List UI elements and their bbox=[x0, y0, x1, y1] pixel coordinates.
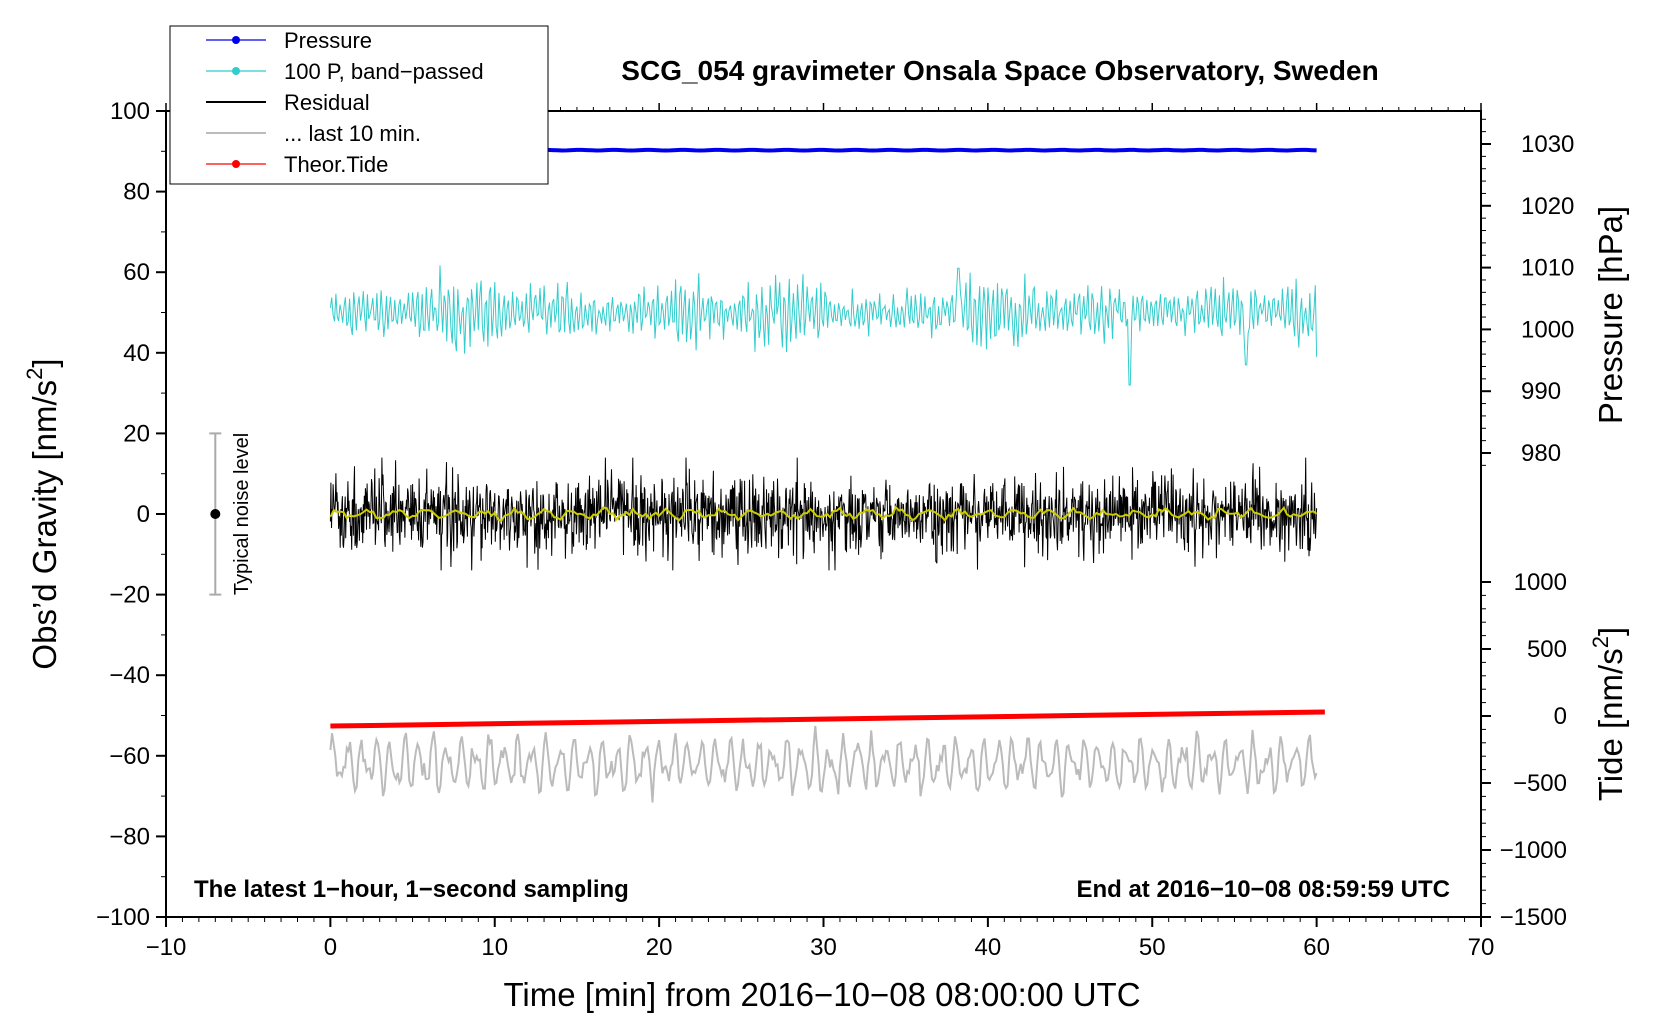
series-last10-line bbox=[329, 725, 1318, 803]
tide-tick-label: 1000 bbox=[1514, 569, 1567, 596]
y-tick-label: −40 bbox=[109, 662, 150, 689]
legend-item-last10: ... last 10 min. bbox=[206, 121, 421, 146]
chart-title: SCG_054 gravimeter Onsala Space Observat… bbox=[621, 55, 1378, 86]
legend-label-last10: ... last 10 min. bbox=[284, 121, 421, 146]
x-tick-label: 0 bbox=[324, 934, 337, 961]
legend-marker-tide bbox=[232, 160, 240, 168]
noise-bar-center-dot bbox=[210, 509, 221, 519]
y-tick-label: −20 bbox=[109, 582, 150, 609]
x-tick-label: 60 bbox=[1303, 934, 1330, 961]
legend-label-pressure: Pressure bbox=[284, 28, 372, 53]
y-axis-title-tide-tail: ] bbox=[1592, 627, 1629, 636]
pressure-tick-label: 990 bbox=[1521, 378, 1561, 405]
pressure-tick-label: 1010 bbox=[1521, 255, 1574, 282]
series-residual-line bbox=[329, 457, 1318, 571]
tide-tick-label: −1500 bbox=[1500, 904, 1567, 931]
y-axis-title-tide-main: Tide [nm/s bbox=[1592, 648, 1629, 801]
y-tick-label: 40 bbox=[123, 340, 150, 367]
tick-layer: −10 0 10 20 30 40 50 60 70100806040200−20−40−60−… bbox=[96, 98, 1574, 961]
y-tick-label: 60 bbox=[123, 259, 150, 286]
x-tick-label: 20 bbox=[646, 934, 673, 961]
pressure-tick-label: 1000 bbox=[1521, 316, 1574, 343]
y-tick-label: −100 bbox=[96, 904, 150, 931]
legend-item-pressure: Pressure bbox=[206, 28, 372, 53]
legend-marker-pressure bbox=[232, 36, 240, 44]
x-tick-label: 50 bbox=[1139, 934, 1166, 961]
legend-label-residual: Residual bbox=[284, 90, 370, 115]
legend-box bbox=[169, 25, 549, 185]
y-tick-label: 0 bbox=[137, 501, 150, 528]
legend-item-bandpassed: 100 P, band−passed bbox=[206, 59, 484, 84]
legend-item-tide: Theor.Tide bbox=[206, 152, 388, 177]
noise-level-bar bbox=[209, 432, 222, 596]
y-tick-label: 20 bbox=[123, 420, 150, 447]
series-bandpassed-line bbox=[329, 265, 1318, 386]
x-tick-label: −10 bbox=[146, 934, 187, 961]
tide-tick-label: −500 bbox=[1513, 770, 1567, 797]
y-tick-label: −60 bbox=[109, 743, 150, 770]
legend-label-bandpassed: 100 P, band−passed bbox=[284, 59, 484, 84]
x-tick-label: 40 bbox=[975, 934, 1002, 961]
y-axis-title-gravity-tail: ] bbox=[26, 358, 63, 367]
legend-marker-bandpassed bbox=[232, 67, 240, 75]
x-tick-label: 30 bbox=[810, 934, 837, 961]
legend-item-residual: Residual bbox=[206, 90, 370, 115]
series-residual-smoothed-line bbox=[329, 505, 1318, 523]
x-tick-label: 10 bbox=[481, 934, 508, 961]
y-axis-title-pressure: Pressure [hPa] bbox=[1592, 206, 1629, 424]
noise-level-label: Typical noise level bbox=[231, 433, 253, 595]
tide-tick-label: 500 bbox=[1527, 636, 1567, 663]
legend: Pressure 100 P, band−passed Residual ...… bbox=[169, 25, 549, 185]
pressure-tick-label: 1030 bbox=[1521, 131, 1574, 158]
legend-label-tide: Theor.Tide bbox=[284, 152, 388, 177]
annotation-end-time: End at 2016−10−08 08:59:59 UTC bbox=[1076, 876, 1450, 903]
y-axis-title-gravity: Obs’d Gravity [nm/s2] bbox=[22, 358, 63, 669]
tide-tick-label: 0 bbox=[1554, 703, 1567, 730]
y-axis-title-tide: Tide [nm/s2] bbox=[1588, 627, 1629, 801]
y-axis-title-tide-sup: 2 bbox=[1588, 636, 1613, 648]
pressure-tick-label: 980 bbox=[1521, 440, 1561, 467]
x-tick-label: 70 bbox=[1468, 934, 1495, 961]
tide-tick-label: −1000 bbox=[1500, 837, 1567, 864]
x-axis-title: Time [min] from 2016−10−08 08:00:00 UTC bbox=[503, 976, 1140, 1013]
y-tick-label: 80 bbox=[123, 179, 150, 206]
annotation-sampling: The latest 1−hour, 1−second sampling bbox=[194, 876, 629, 903]
y-tick-label: 100 bbox=[110, 98, 150, 125]
pressure-tick-label: 1020 bbox=[1521, 193, 1574, 220]
series-tide-line bbox=[330, 709, 1325, 729]
y-axis-title-gravity-main: Obs’d Gravity [nm/s bbox=[26, 380, 63, 670]
y-axis-title-gravity-sup: 2 bbox=[22, 368, 47, 380]
y-tick-label: −80 bbox=[109, 823, 150, 850]
